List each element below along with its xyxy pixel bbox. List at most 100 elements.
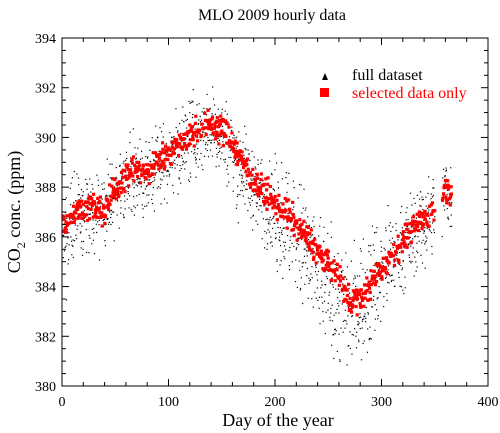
- point-selected-data: [98, 195, 102, 199]
- point-full-dataset: [214, 113, 216, 115]
- point-selected-data: [277, 206, 281, 210]
- point-full-dataset: [413, 275, 415, 277]
- point-full-dataset: [125, 159, 127, 161]
- point-full-dataset: [286, 234, 289, 237]
- point-full-dataset: [430, 232, 433, 234]
- point-full-dataset: [269, 216, 271, 219]
- point-full-dataset: [139, 178, 141, 180]
- point-full-dataset: [328, 291, 331, 293]
- point-selected-data: [152, 166, 156, 171]
- point-full-dataset: [383, 306, 385, 308]
- point-selected-data: [377, 262, 381, 266]
- point-full-dataset: [364, 321, 367, 323]
- point-selected-data: [248, 185, 253, 190]
- point-full-dataset: [423, 230, 425, 232]
- point-full-dataset: [446, 207, 448, 210]
- point-full-dataset: [217, 137, 219, 140]
- point-selected-data: [228, 145, 233, 149]
- point-full-dataset: [421, 196, 423, 198]
- point-selected-data: [313, 237, 317, 241]
- point-full-dataset: [206, 149, 208, 152]
- point-selected-data: [307, 244, 311, 248]
- point-full-dataset: [318, 307, 320, 309]
- point-full-dataset: [428, 228, 431, 230]
- point-full-dataset: [402, 260, 404, 262]
- point-selected-data: [168, 148, 172, 152]
- point-selected-data: [219, 132, 224, 136]
- point-selected-data: [318, 252, 322, 256]
- point-full-dataset: [424, 267, 426, 269]
- point-full-dataset: [141, 150, 143, 152]
- y-tick-label: 380: [35, 380, 56, 395]
- point-full-dataset: [129, 160, 132, 162]
- point-full-dataset: [285, 172, 288, 174]
- point-full-dataset: [249, 201, 251, 204]
- point-full-dataset: [373, 264, 375, 267]
- point-full-dataset: [90, 195, 92, 197]
- point-full-dataset: [374, 318, 376, 320]
- point-selected-data: [440, 198, 445, 202]
- point-full-dataset: [227, 165, 229, 167]
- point-full-dataset: [408, 254, 410, 256]
- point-full-dataset: [85, 178, 87, 181]
- point-full-dataset: [193, 153, 195, 155]
- point-full-dataset: [203, 123, 205, 125]
- point-full-dataset: [196, 104, 198, 106]
- point-full-dataset: [295, 226, 297, 228]
- point-full-dataset: [130, 208, 132, 211]
- point-full-dataset: [111, 163, 113, 165]
- point-full-dataset: [152, 159, 155, 161]
- point-selected-data: [348, 296, 352, 300]
- point-selected-data: [265, 207, 269, 211]
- point-selected-data: [314, 243, 318, 247]
- point-selected-data: [449, 192, 454, 196]
- point-full-dataset: [136, 178, 138, 181]
- point-selected-data: [223, 119, 228, 123]
- point-full-dataset: [408, 256, 411, 259]
- point-full-dataset: [127, 190, 129, 193]
- point-full-dataset: [82, 240, 85, 243]
- point-selected-data: [409, 230, 413, 234]
- point-full-dataset: [226, 168, 228, 170]
- point-full-dataset: [277, 222, 279, 224]
- point-full-dataset: [323, 300, 326, 302]
- point-full-dataset: [197, 147, 199, 150]
- point-full-dataset: [243, 157, 245, 159]
- point-full-dataset: [432, 179, 434, 181]
- point-full-dataset: [171, 167, 173, 169]
- point-full-dataset: [71, 254, 73, 256]
- point-full-dataset: [389, 239, 391, 241]
- point-full-dataset: [136, 195, 138, 197]
- point-full-dataset: [271, 241, 273, 243]
- point-full-dataset: [391, 279, 393, 282]
- point-full-dataset: [245, 183, 248, 185]
- point-full-dataset: [358, 322, 360, 324]
- point-selected-data: [383, 267, 388, 271]
- point-full-dataset: [402, 289, 404, 291]
- point-full-dataset: [138, 178, 141, 180]
- point-selected-data: [416, 228, 420, 233]
- point-full-dataset: [402, 260, 404, 262]
- point-selected-data: [445, 198, 449, 202]
- point-full-dataset: [324, 332, 326, 335]
- point-selected-data: [286, 198, 291, 202]
- point-selected-data: [220, 129, 224, 133]
- point-selected-data: [132, 179, 136, 183]
- point-selected-data: [263, 196, 268, 200]
- point-selected-data: [311, 257, 316, 261]
- point-full-dataset: [276, 270, 278, 273]
- point-full-dataset: [305, 222, 307, 224]
- point-selected-data: [137, 160, 141, 165]
- point-full-dataset: [257, 163, 259, 165]
- point-selected-data: [153, 151, 158, 155]
- point-selected-data: [224, 134, 228, 138]
- point-selected-data: [95, 215, 99, 219]
- point-full-dataset: [413, 214, 415, 216]
- point-full-dataset: [119, 153, 121, 155]
- point-full-dataset: [319, 217, 322, 219]
- point-selected-data: [118, 180, 122, 184]
- point-full-dataset: [213, 141, 215, 144]
- point-full-dataset: [361, 327, 363, 329]
- point-full-dataset: [133, 205, 135, 207]
- point-selected-data: [324, 263, 328, 267]
